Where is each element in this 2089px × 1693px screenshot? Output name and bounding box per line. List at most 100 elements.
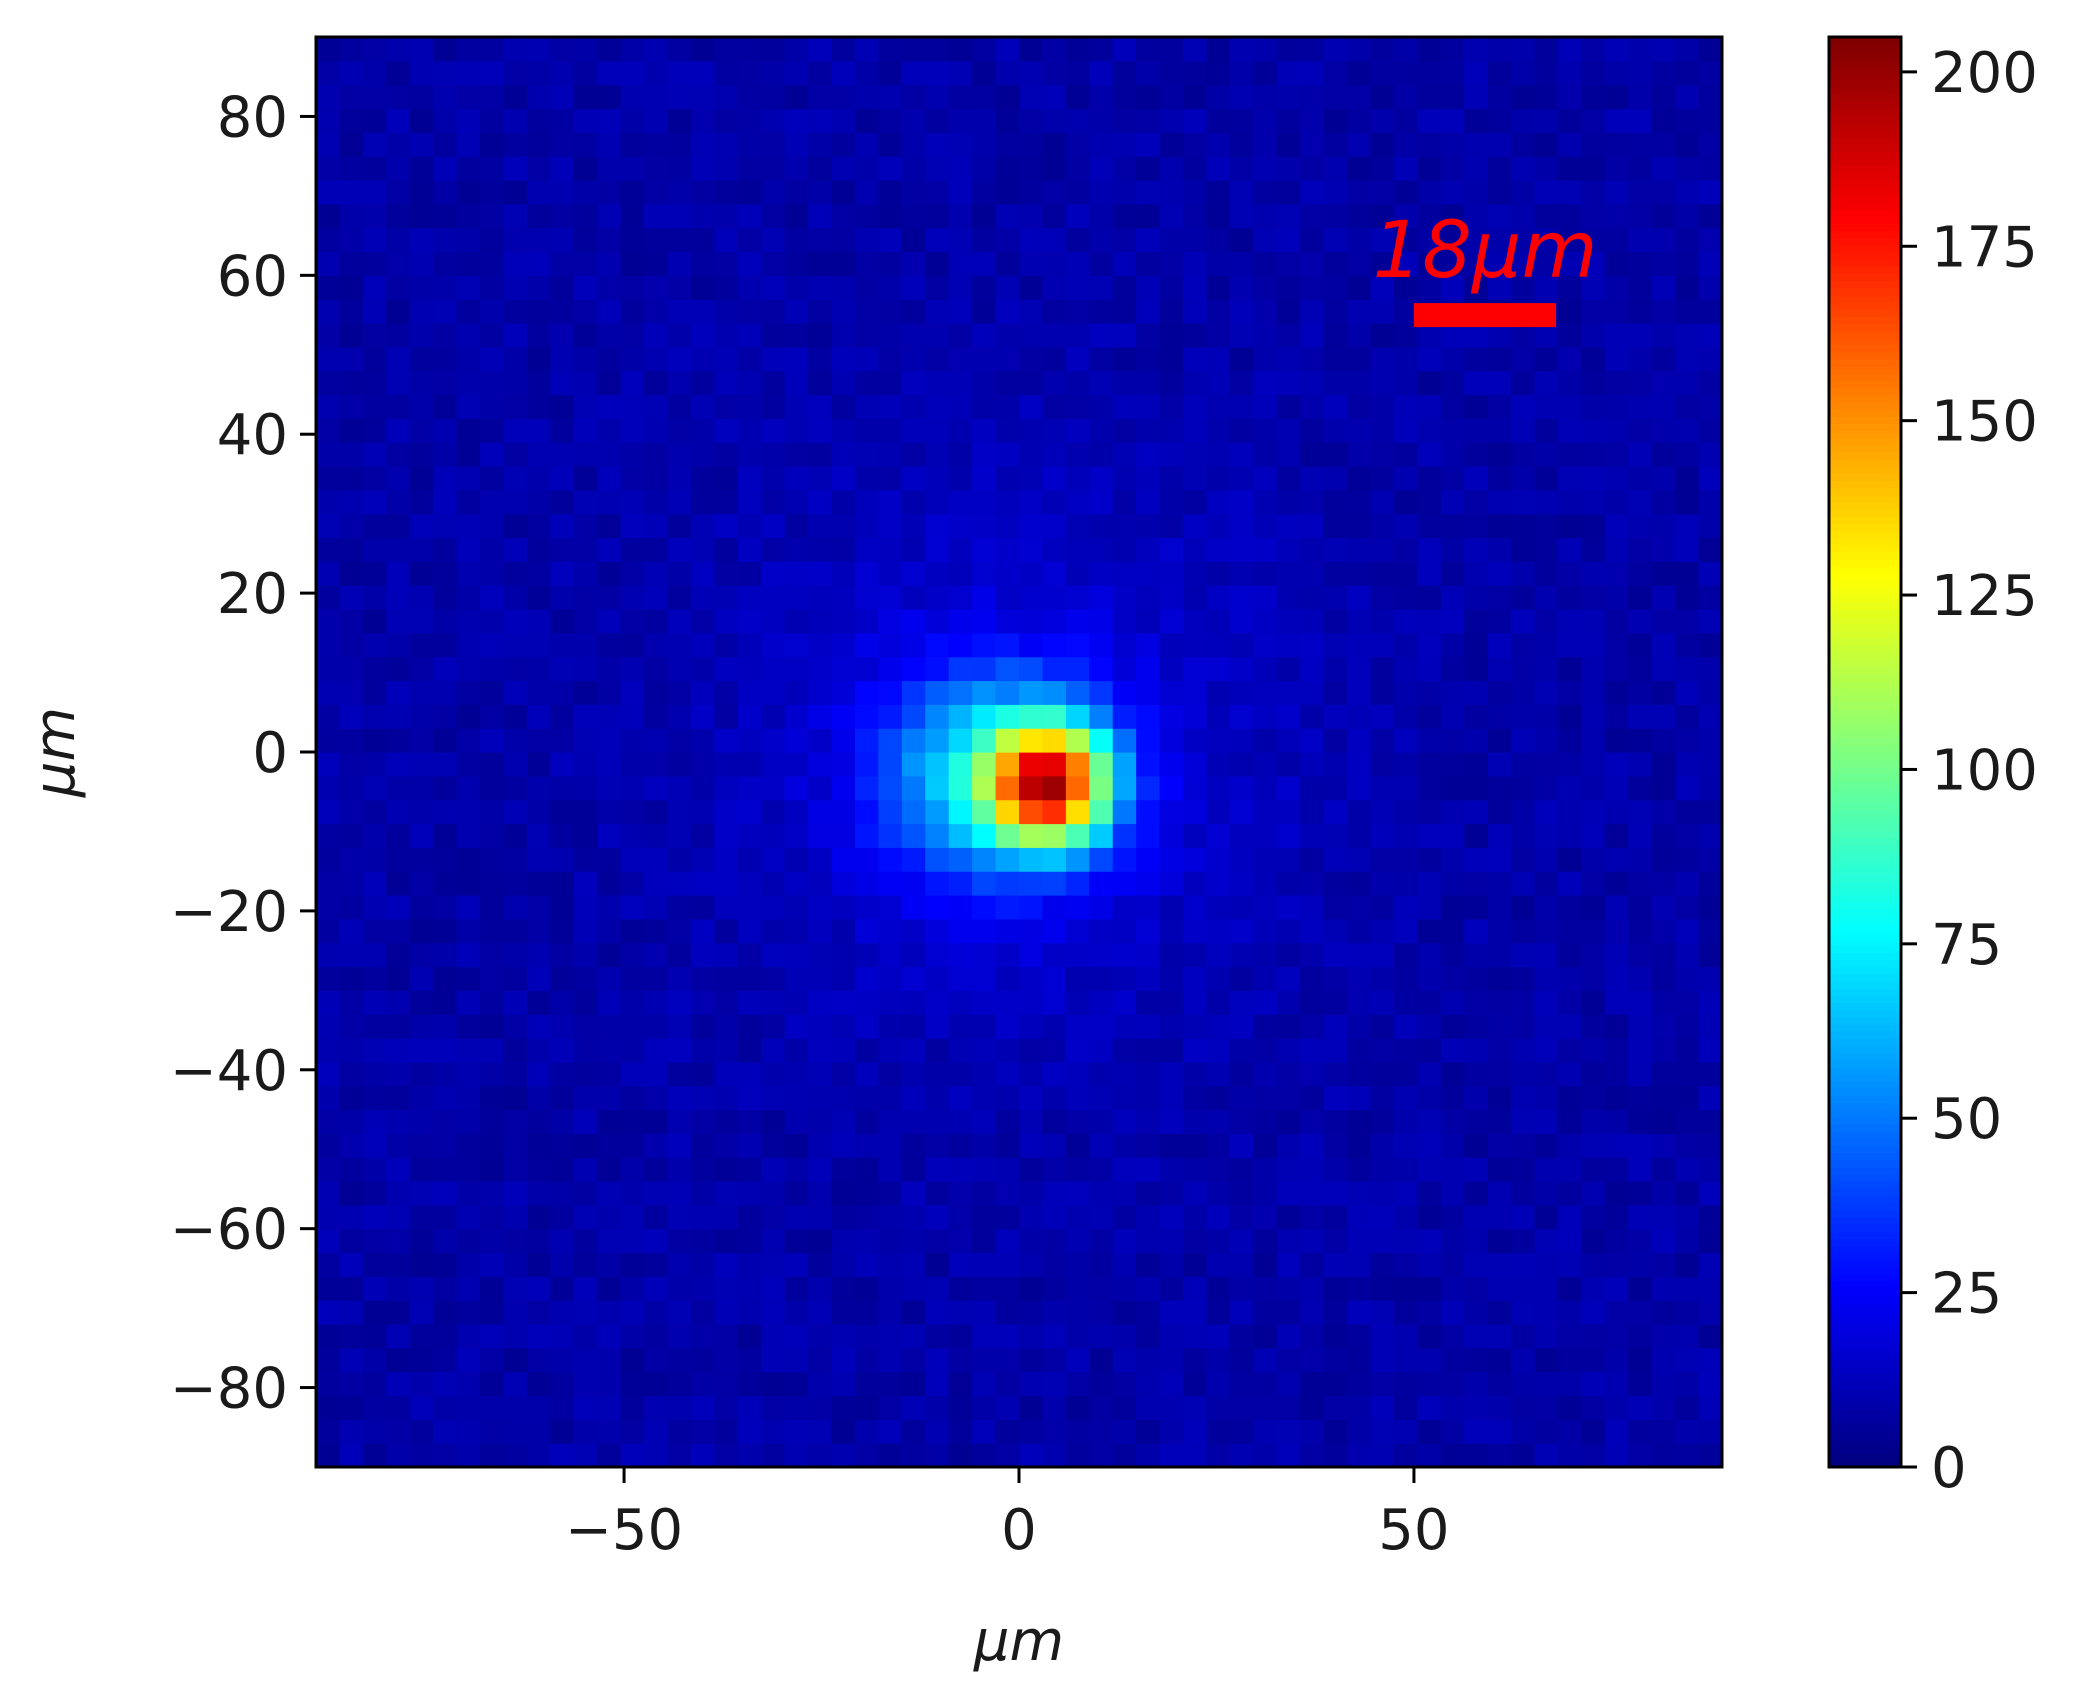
heatmap-cell bbox=[644, 513, 669, 539]
heatmap-cell bbox=[1323, 680, 1348, 705]
heatmap-cell bbox=[480, 799, 505, 825]
heatmap-cell bbox=[1253, 1371, 1278, 1397]
heatmap-cell bbox=[1487, 1276, 1512, 1301]
heatmap-cell bbox=[409, 823, 434, 848]
heatmap-cell bbox=[620, 1252, 645, 1277]
heatmap-cell bbox=[316, 799, 341, 825]
heatmap-cell bbox=[409, 966, 434, 991]
heatmap-cell bbox=[573, 442, 598, 467]
heatmap-cell bbox=[1464, 1085, 1489, 1111]
colorbar-segment bbox=[1829, 101, 1901, 110]
heatmap-cell bbox=[1534, 942, 1559, 968]
heatmap-cell bbox=[644, 227, 669, 253]
heatmap-cell bbox=[995, 561, 1020, 586]
heatmap-cell bbox=[808, 489, 833, 515]
heatmap-cell bbox=[808, 775, 833, 801]
heatmap-cell bbox=[831, 299, 856, 324]
heatmap-cell bbox=[1206, 513, 1231, 539]
heatmap-cell bbox=[409, 1252, 434, 1277]
heatmap-cell bbox=[503, 370, 528, 396]
heatmap-cell bbox=[1487, 585, 1512, 610]
colorbar-segment bbox=[1829, 916, 1901, 925]
heatmap-cell bbox=[1253, 966, 1278, 991]
heatmap-cell bbox=[761, 275, 786, 300]
heatmap-cell bbox=[339, 704, 364, 729]
heatmap-cell bbox=[620, 1133, 645, 1158]
heatmap-cell bbox=[1089, 1109, 1114, 1134]
heatmap-cell bbox=[667, 323, 692, 348]
heatmap-cell bbox=[362, 585, 387, 610]
heatmap-cell bbox=[1487, 203, 1512, 229]
colorbar-segment bbox=[1829, 873, 1901, 882]
heatmap-cell bbox=[1276, 704, 1301, 729]
heatmap-cell bbox=[480, 918, 505, 944]
heatmap-cell bbox=[1347, 203, 1372, 229]
heatmap-cell bbox=[480, 680, 505, 705]
heatmap-cell bbox=[878, 370, 903, 396]
heatmap-cell bbox=[1253, 1181, 1278, 1206]
heatmap-cell bbox=[854, 394, 879, 419]
heatmap-cell bbox=[1464, 585, 1489, 610]
heatmap-cell bbox=[1206, 37, 1231, 62]
heatmap-cell bbox=[1253, 180, 1278, 205]
heatmap-cell bbox=[1206, 942, 1231, 968]
heatmap-cell bbox=[1487, 370, 1512, 396]
heatmap-cell bbox=[1183, 513, 1208, 539]
heatmap-cell bbox=[644, 656, 669, 682]
heatmap-cell bbox=[1112, 466, 1137, 491]
heatmap-cell bbox=[690, 513, 715, 539]
heatmap-cell bbox=[1300, 1181, 1325, 1206]
heatmap-cell bbox=[1347, 680, 1372, 705]
heatmap-cell bbox=[1698, 1371, 1722, 1397]
heatmap-cell bbox=[1323, 656, 1348, 682]
heatmap-cell bbox=[878, 561, 903, 586]
heatmap-cell bbox=[409, 1395, 434, 1420]
heatmap-cell bbox=[456, 132, 481, 157]
heatmap-cell bbox=[1229, 60, 1254, 86]
heatmap-cell bbox=[1581, 1443, 1606, 1467]
heatmap-cell bbox=[1557, 108, 1582, 133]
heatmap-cell bbox=[808, 1276, 833, 1301]
heatmap-cell bbox=[1511, 728, 1536, 753]
heatmap-cell bbox=[1089, 918, 1114, 944]
colorbar-segment bbox=[1829, 1030, 1901, 1039]
heatmap-cell bbox=[761, 918, 786, 944]
colorbar-segment bbox=[1829, 823, 1901, 832]
heatmap-cell bbox=[503, 203, 528, 229]
heatmap-cell bbox=[831, 1252, 856, 1277]
colorbar-segment bbox=[1829, 358, 1901, 367]
heatmap-cell bbox=[714, 132, 739, 157]
heatmap-cell bbox=[1159, 418, 1184, 443]
heatmap-cell bbox=[550, 871, 575, 896]
heatmap-cell bbox=[925, 609, 950, 634]
heatmap-cell bbox=[1557, 1085, 1582, 1111]
heatmap-cell bbox=[831, 1371, 856, 1397]
heatmap-cell bbox=[714, 1324, 739, 1349]
heatmap-cell bbox=[480, 1300, 505, 1325]
heatmap-cell bbox=[1417, 60, 1442, 86]
heatmap-cell bbox=[1276, 489, 1301, 515]
heatmap-cell bbox=[1300, 561, 1325, 586]
heatmap-cell bbox=[1628, 823, 1653, 848]
heatmap-cell bbox=[1323, 799, 1348, 825]
heatmap-cell bbox=[1089, 203, 1114, 229]
heatmap-cell bbox=[362, 299, 387, 324]
heatmap-cell bbox=[480, 1347, 505, 1373]
heatmap-cell bbox=[1089, 513, 1114, 539]
heatmap-cell bbox=[1089, 1371, 1114, 1397]
heatmap-cell bbox=[1159, 966, 1184, 991]
heatmap-cell bbox=[1112, 656, 1137, 682]
heatmap-cell bbox=[1323, 203, 1348, 229]
heatmap-cell bbox=[925, 728, 950, 753]
heatmap-cell bbox=[433, 728, 458, 753]
heatmap-cell bbox=[1604, 609, 1629, 634]
heatmap-cell bbox=[1323, 394, 1348, 419]
heatmap-cell bbox=[1042, 227, 1067, 253]
heatmap-cell bbox=[948, 1204, 973, 1230]
heatmap-cell bbox=[878, 1252, 903, 1277]
heatmap-cell bbox=[573, 990, 598, 1015]
heatmap-cell bbox=[1698, 561, 1722, 586]
heatmap-cell bbox=[972, 1371, 997, 1397]
heatmap-cell bbox=[948, 942, 973, 968]
heatmap-cell bbox=[1042, 1061, 1067, 1087]
